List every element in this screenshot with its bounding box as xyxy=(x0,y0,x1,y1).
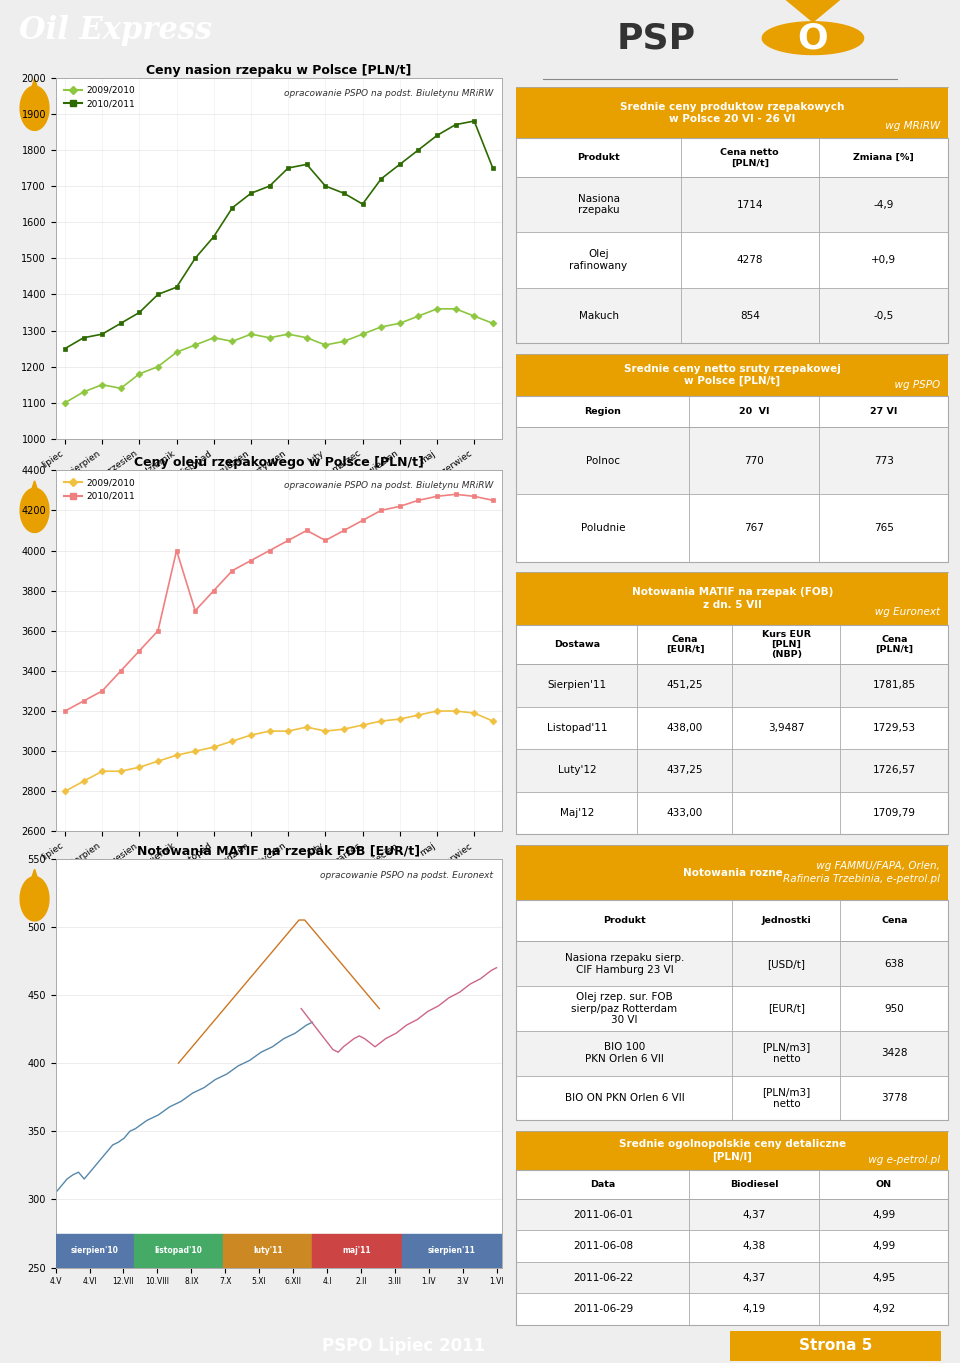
Text: wg e-petrol.pl: wg e-petrol.pl xyxy=(839,1156,940,1165)
Text: Data: Data xyxy=(590,1180,615,1189)
Text: 854: 854 xyxy=(740,311,759,320)
Bar xyxy=(516,354,948,395)
Text: PSP: PSP xyxy=(617,22,696,55)
Text: 770: 770 xyxy=(744,455,764,466)
Text: O: O xyxy=(798,22,828,55)
Text: -4,9: -4,9 xyxy=(874,199,894,210)
Bar xyxy=(516,900,948,942)
Text: Cena: Cena xyxy=(881,916,908,925)
Bar xyxy=(516,942,948,987)
Text: Oil Express: Oil Express xyxy=(19,15,212,46)
Bar xyxy=(516,1199,948,1231)
Text: Maj'12: Maj'12 xyxy=(560,808,594,818)
Text: opracowanie PSPO na podst. Biuletynu MRiRW: opracowanie PSPO na podst. Biuletynu MRi… xyxy=(284,89,493,98)
Bar xyxy=(516,288,948,343)
Bar xyxy=(516,1231,948,1262)
Text: Cena
[EUR/t]: Cena [EUR/t] xyxy=(665,635,705,654)
Text: Poludnie: Poludnie xyxy=(581,523,625,533)
Polygon shape xyxy=(25,481,44,510)
Text: opracowanie PSPO na podst. Euronext: opracowanie PSPO na podst. Euronext xyxy=(320,871,493,880)
Text: wg FAMMU/FAPA, Orlen,
Rafineria Trzebinia, e-petrol.pl: wg FAMMU/FAPA, Orlen, Rafineria Trzebini… xyxy=(782,861,940,883)
Text: 638: 638 xyxy=(884,958,904,969)
Text: Strona 5: Strona 5 xyxy=(799,1338,872,1353)
Text: Olej rzep. sur. FOB
sierp/paz Rotterdam
30 VI: Olej rzep. sur. FOB sierp/paz Rotterdam … xyxy=(571,992,678,1025)
Text: 433,00: 433,00 xyxy=(667,808,703,818)
Bar xyxy=(516,987,948,1030)
Text: Cena netto
[PLN/t]: Cena netto [PLN/t] xyxy=(720,149,780,168)
Text: Produkt: Produkt xyxy=(603,916,646,925)
Bar xyxy=(730,1330,941,1362)
Polygon shape xyxy=(20,86,49,131)
Text: POLSKIE STOWARZYSZENIE
PRODUCENTÓW OLEJU: POLSKIE STOWARZYSZENIE PRODUCENTÓW OLEJU xyxy=(656,95,784,117)
Polygon shape xyxy=(25,870,44,898)
Text: Listopad'11: Listopad'11 xyxy=(546,722,608,733)
Text: BIO ON PKN Orlen 6 VII: BIO ON PKN Orlen 6 VII xyxy=(564,1093,684,1103)
Bar xyxy=(516,1075,948,1120)
Text: Region: Region xyxy=(585,406,621,416)
Text: PSPO Lipiec 2011: PSPO Lipiec 2011 xyxy=(322,1337,485,1355)
Bar xyxy=(516,664,948,706)
Text: +0,9: +0,9 xyxy=(871,255,897,266)
Text: Biodiesel: Biodiesel xyxy=(730,1180,779,1189)
Text: 4278: 4278 xyxy=(736,255,763,266)
Polygon shape xyxy=(20,488,49,533)
Bar xyxy=(516,792,948,834)
Text: 451,25: 451,25 xyxy=(666,680,704,690)
Text: Polnoc: Polnoc xyxy=(586,455,620,466)
Bar xyxy=(516,1262,948,1293)
Bar xyxy=(516,706,948,750)
Text: 2011-06-08: 2011-06-08 xyxy=(573,1242,633,1251)
Text: 1726,57: 1726,57 xyxy=(873,766,916,776)
Text: sierpien'10: sierpien'10 xyxy=(71,1246,119,1255)
Text: 4,95: 4,95 xyxy=(872,1273,896,1283)
Text: 1714: 1714 xyxy=(736,199,763,210)
Text: Luty'12: Luty'12 xyxy=(558,766,596,776)
Text: 4,37: 4,37 xyxy=(742,1273,766,1283)
Legend: 2009/2010, 2010/2011: 2009/2010, 2010/2011 xyxy=(60,82,139,112)
Text: Notowania MATIF na rzepak (FOB)
z dn. 5 VII: Notowania MATIF na rzepak (FOB) z dn. 5 … xyxy=(632,587,833,609)
Bar xyxy=(516,1169,948,1199)
Bar xyxy=(516,1131,948,1169)
Text: 438,00: 438,00 xyxy=(667,722,703,733)
Text: -0,5: -0,5 xyxy=(874,311,894,320)
Text: 765: 765 xyxy=(874,523,894,533)
Bar xyxy=(516,845,948,900)
Bar xyxy=(516,139,948,343)
Bar xyxy=(312,1234,401,1268)
Text: 2011-06-29: 2011-06-29 xyxy=(573,1304,633,1314)
Text: 4,92: 4,92 xyxy=(872,1304,896,1314)
Text: [PLN/m3]
netto: [PLN/m3] netto xyxy=(762,1043,810,1065)
Text: 3,9487: 3,9487 xyxy=(768,722,804,733)
Bar xyxy=(516,233,948,288)
Text: wg Euronext: wg Euronext xyxy=(865,607,940,616)
Text: 950: 950 xyxy=(884,1003,904,1014)
Text: 773: 773 xyxy=(874,455,894,466)
Text: 1709,79: 1709,79 xyxy=(873,808,916,818)
Text: Notowania rozne: Notowania rozne xyxy=(683,868,782,878)
Polygon shape xyxy=(783,0,843,22)
Text: 20  VI: 20 VI xyxy=(739,406,769,416)
Text: Dostawa: Dostawa xyxy=(554,639,600,649)
Bar xyxy=(223,1234,312,1268)
Text: [USD/t]: [USD/t] xyxy=(767,958,805,969)
Text: wg PSPO: wg PSPO xyxy=(888,380,940,390)
Text: 4,99: 4,99 xyxy=(872,1210,896,1220)
Text: 4,38: 4,38 xyxy=(742,1242,766,1251)
Text: Makuch: Makuch xyxy=(579,311,618,320)
Bar xyxy=(56,1234,133,1268)
Legend: 2009/2010, 2010/2011: 2009/2010, 2010/2011 xyxy=(60,474,139,504)
Text: Jednostki: Jednostki xyxy=(761,916,811,925)
Bar xyxy=(516,572,948,624)
Bar xyxy=(516,624,948,834)
Text: [PLN/m3]
netto: [PLN/m3] netto xyxy=(762,1088,810,1109)
Text: BIO 100
PKN Orlen 6 VII: BIO 100 PKN Orlen 6 VII xyxy=(585,1043,664,1065)
Title: Notowania MATIF na rzepak FOB [EUR/t]: Notowania MATIF na rzepak FOB [EUR/t] xyxy=(137,845,420,857)
Text: 3778: 3778 xyxy=(881,1093,908,1103)
Text: 4,37: 4,37 xyxy=(742,1210,766,1220)
Text: Nasiona rzepaku sierp.
CIF Hamburg 23 VI: Nasiona rzepaku sierp. CIF Hamburg 23 VI xyxy=(564,953,684,975)
Text: 1729,53: 1729,53 xyxy=(873,722,916,733)
Text: 3428: 3428 xyxy=(881,1048,908,1058)
Bar xyxy=(401,1234,502,1268)
Bar xyxy=(516,1030,948,1075)
Bar xyxy=(516,139,948,177)
